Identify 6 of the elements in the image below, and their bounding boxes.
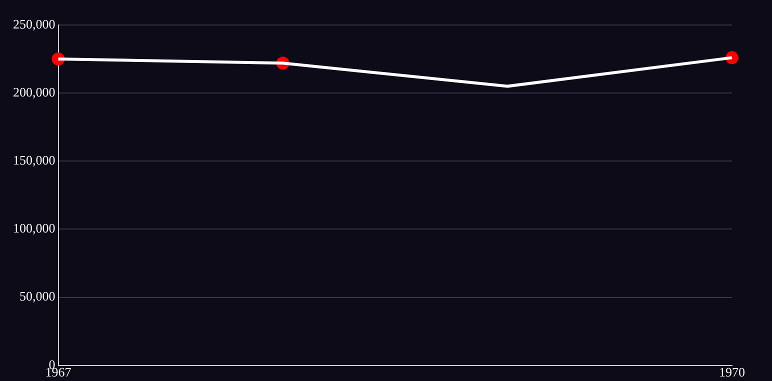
y-tick-label: 100,000 (13, 220, 56, 236)
y-tick-label: 150,000 (13, 152, 56, 168)
y-tick-label: 250,000 (13, 16, 56, 32)
y-tick-label: 200,000 (13, 84, 56, 100)
x-tick-label: 1970 (719, 364, 745, 380)
y-tick-label: 50,000 (20, 288, 56, 304)
